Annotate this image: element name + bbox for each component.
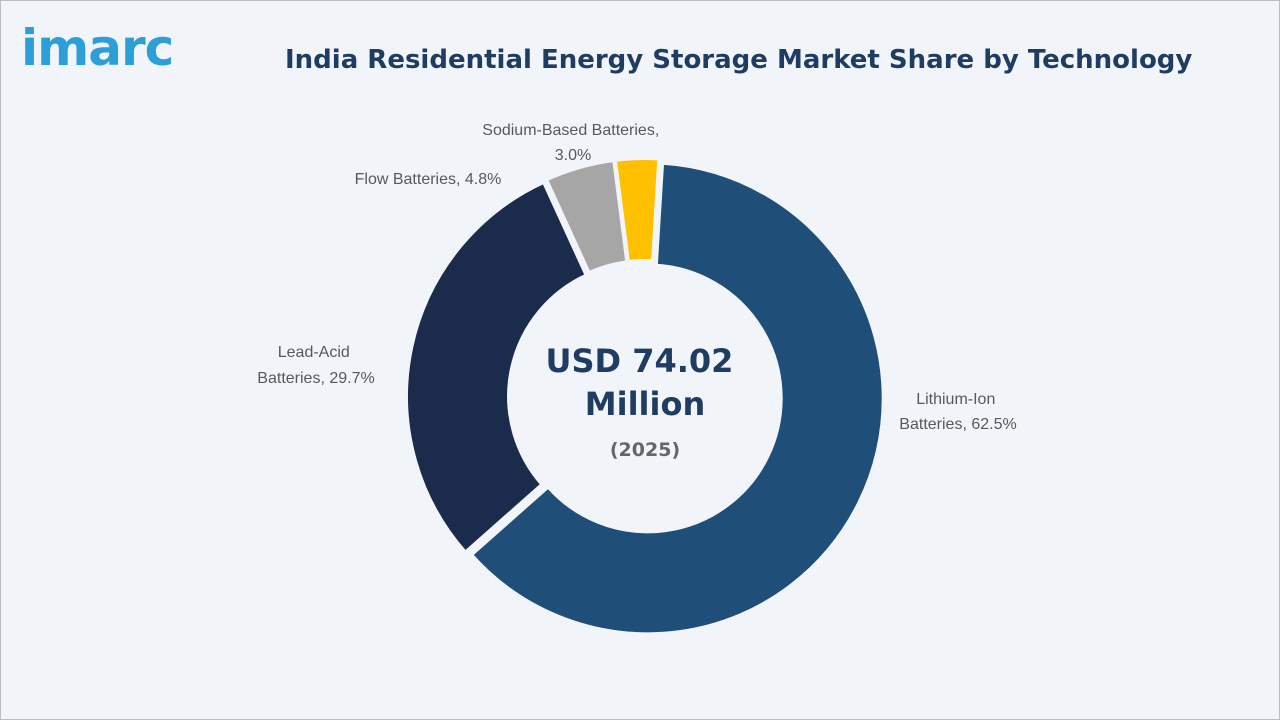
- label-sodium: Sodium-Based Batteries, 3.0%: [482, 122, 663, 164]
- slice-lithium-ion-batteries: [468, 160, 886, 637]
- label-flow: Flow Batteries, 4.8%: [355, 171, 502, 188]
- slice-labels: Lithium-Ion Batteries, 62.5% Lead-Acid B…: [257, 122, 1016, 433]
- donut-slices: [404, 156, 886, 637]
- label-lead-acid: Lead-Acid Batteries, 29.7%: [257, 344, 374, 387]
- slice-sodium-based-batteries: [612, 156, 662, 265]
- center-year: (2025): [610, 439, 680, 461]
- slice-lead-acid-batteries: [404, 179, 590, 556]
- donut-center: USD 74.02 Million (2025): [545, 342, 744, 461]
- center-value: USD 74.02 Million: [545, 342, 744, 423]
- imarc-logo: imarc: [21, 19, 174, 77]
- chart-title: India Residential Energy Storage Market …: [285, 45, 1193, 75]
- label-lithium-ion: Lithium-Ion Batteries, 62.5%: [899, 391, 1016, 433]
